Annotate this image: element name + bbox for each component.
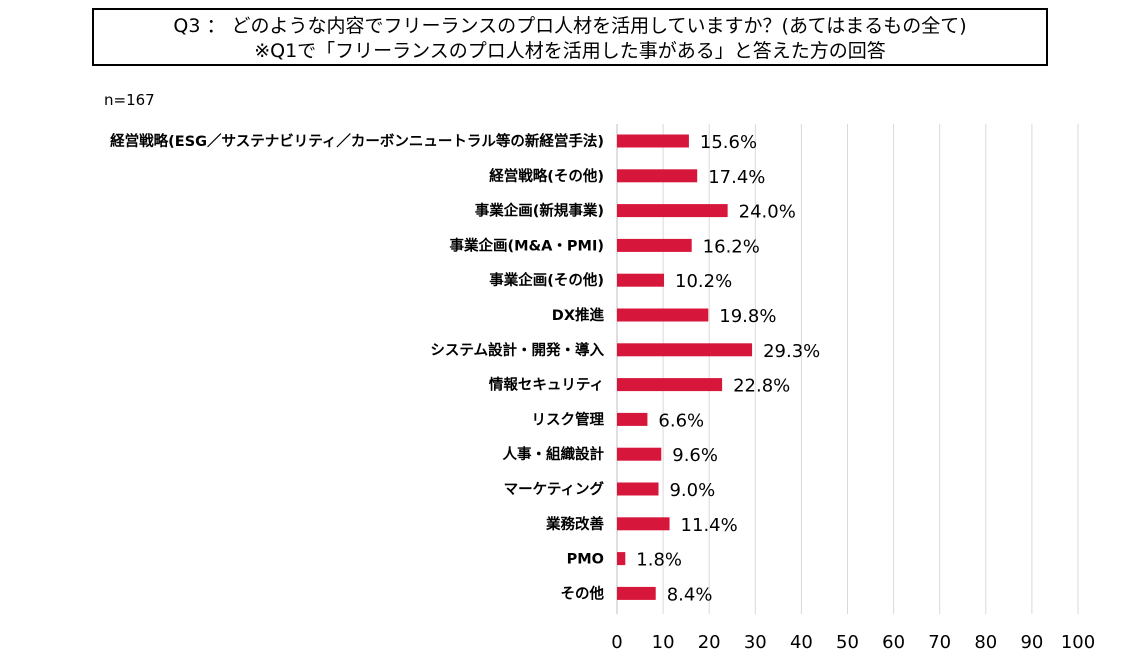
x-tick-label: 0 xyxy=(611,632,622,653)
bar xyxy=(617,378,723,392)
respondent-note: ※Q1で「フリーランスのプロ人材を活用した事がある」と答えた方の回答 xyxy=(254,40,886,62)
bar xyxy=(617,482,659,496)
bar xyxy=(617,517,670,531)
category-label: リスク管理 xyxy=(532,410,605,428)
value-label: 9.0% xyxy=(669,480,715,501)
value-label: 16.2% xyxy=(703,236,760,257)
bar xyxy=(617,343,753,357)
x-tick-label: 50 xyxy=(836,632,859,653)
chart-title-box: Q3 ： どのような内容でフリーランスのプロ人材を活用していますか？(あてはまる… xyxy=(92,8,1048,66)
category-label: 業務改善 xyxy=(545,515,604,533)
x-tick-label: 100 xyxy=(1061,632,1095,653)
bar xyxy=(617,169,698,183)
value-label: 19.8% xyxy=(719,306,776,327)
value-label: 1.8% xyxy=(636,550,682,571)
bar xyxy=(617,273,665,287)
category-label: その他 xyxy=(561,584,605,602)
bar xyxy=(617,552,626,566)
category-label: 事業企画(M&A・PMI) xyxy=(449,236,604,254)
x-tick-label: 60 xyxy=(882,632,905,653)
category-label: 経営戦略(ESG／サステナビリティ／カーボンニュートラル等の新経営手法) xyxy=(110,132,604,150)
value-label: 22.8% xyxy=(733,376,790,397)
x-tick-label: 70 xyxy=(928,632,951,653)
category-label: 事業企画(その他) xyxy=(489,271,604,289)
category-label: システム設計・開発・導入 xyxy=(430,341,604,359)
category-label: 経営戦略(その他) xyxy=(489,167,604,185)
category-label: マーケティング xyxy=(504,480,605,498)
bar xyxy=(617,308,709,322)
value-label: 15.6% xyxy=(700,132,757,153)
x-tick-label: 30 xyxy=(744,632,767,653)
sample-size-label: n=167 xyxy=(104,91,155,109)
bar xyxy=(617,586,656,600)
x-tick-label: 90 xyxy=(1020,632,1043,653)
value-label: 24.0% xyxy=(739,202,796,223)
bar xyxy=(617,238,692,252)
category-label: PMO xyxy=(567,552,604,568)
category-label: 人事・組織設計 xyxy=(503,445,605,463)
x-tick-label: 10 xyxy=(652,632,675,653)
value-label: 9.6% xyxy=(672,445,718,466)
value-label: 17.4% xyxy=(708,167,765,188)
x-tick-label: 20 xyxy=(698,632,721,653)
category-label: 情報セキュリティ xyxy=(489,376,604,394)
bar xyxy=(617,134,689,148)
value-label: 11.4% xyxy=(681,515,738,536)
x-tick-label: 40 xyxy=(790,632,813,653)
category-label: 事業企画(新規事業) xyxy=(475,202,604,220)
value-label: 6.6% xyxy=(658,410,704,431)
category-label: DX推進 xyxy=(552,306,605,324)
value-label: 29.3% xyxy=(763,341,820,362)
question-title: Q3 ： どのような内容でフリーランスのプロ人材を活用していますか？(あてはまる… xyxy=(173,15,967,37)
bar xyxy=(617,412,648,426)
bar xyxy=(617,447,662,461)
bar xyxy=(617,204,728,218)
x-tick-label: 80 xyxy=(974,632,997,653)
value-label: 10.2% xyxy=(675,271,732,292)
value-label: 8.4% xyxy=(667,584,713,605)
